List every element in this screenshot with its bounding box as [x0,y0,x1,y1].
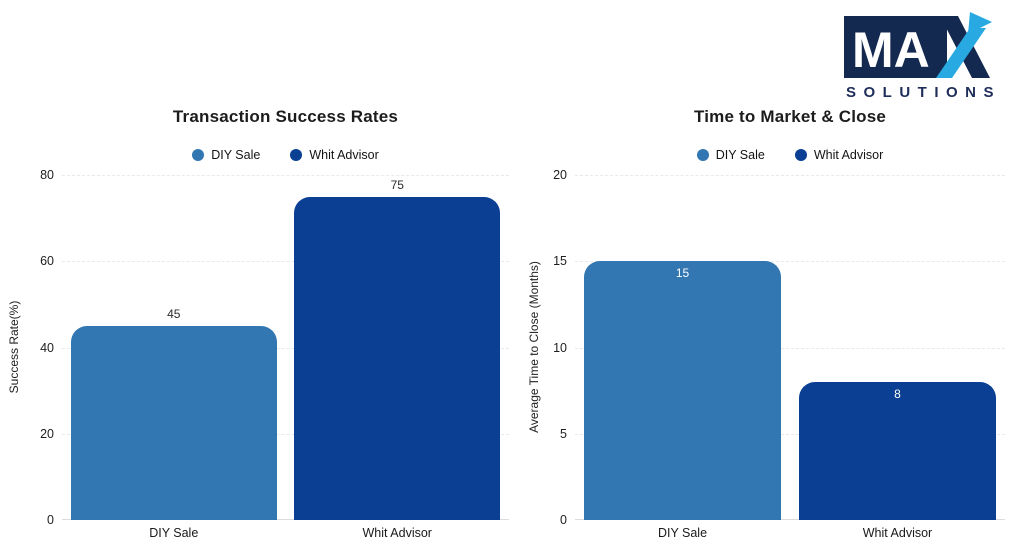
bar-value-label: 45 [167,306,181,321]
legend-label: DIY Sale [715,148,765,162]
chart-title: Time to Market & Close [693,107,887,126]
gridline [62,347,509,349]
y-tick-label: 0 [47,512,54,527]
legend-item-whit-advisor: Whit Advisor [794,148,884,162]
y-tick-label: 20 [553,167,567,182]
legend-label: Whit Advisor [309,148,379,162]
legend-dot-icon [696,149,709,161]
chart-legend: DIY Sale Whit Advisor [62,146,509,164]
legend-label: DIY Sale [211,148,261,162]
logo-x-blue-stroke [936,28,986,78]
chart-title: Transaction Success Rates [172,107,399,126]
x-axis-label-diy-sale: DIY Sale [657,526,708,540]
y-axis-label: Average Time to Close (Months) [527,261,541,433]
y-tick-label: 0 [560,512,567,527]
logo-ma-text: MA [852,22,930,78]
y-tick-label: 60 [40,254,54,268]
logo-mark: MA [844,12,992,78]
bar-diy-sale [583,261,782,520]
y-tick-label: 40 [40,340,54,355]
gridline [575,433,1005,435]
bar-value-label: 15 [675,266,690,281]
chart-legend: DIY Sale Whit Advisor [575,146,1005,164]
legend-item-whit-advisor: Whit Advisor [290,148,379,162]
plot-area: 0 5 10 15 20 15 DIY Sale 8 Whit Advisor [553,169,1005,540]
gridline [62,433,509,435]
legend-item-diy-sale: DIY Sale [696,148,765,162]
legend-dot-icon [794,149,807,161]
x-axis-label-whit-advisor: Whit Advisor [362,526,432,540]
y-tick-label: 20 [40,426,54,441]
legend-dot-icon [290,149,303,161]
bar-diy-sale [70,325,277,520]
logo-arrow-head [968,12,992,34]
legend-dot-icon [192,149,205,161]
legend-label: Whit Advisor [813,148,884,162]
y-tick-label: 10 [553,340,567,355]
x-axis-label-whit-advisor: Whit Advisor [862,526,933,540]
bar-value-label: 8 [894,387,901,401]
y-tick-label: 15 [553,254,567,268]
x-axis-label-diy-sale: DIY Sale [149,526,199,540]
y-tick-label: 5 [560,426,567,441]
legend-item-diy-sale: DIY Sale [192,148,260,162]
logo-solutions-text: SOLUTIONS [846,84,1002,101]
gridline [62,261,509,263]
bar-whit-advisor [798,382,997,520]
chart-transaction-success-rates: Transaction Success Rates DIY Sale Whit A… [7,107,509,540]
chart-time-to-market-close: Time to Market & Close DIY Sale Whit Advi… [512,0,1024,554]
gridline [575,347,1005,349]
bar-whit-advisor [294,196,501,520]
y-tick-label: 80 [40,167,54,182]
bar-value-label: 75 [390,177,404,192]
gridline [575,175,1005,176]
gridline [575,261,1005,263]
max-solutions-logo: MA SOLUTIONS [844,12,996,104]
gridline [62,175,509,176]
plot-area: 0 20 40 60 80 45 DIY Sale 75 Whit Advisor [40,169,509,540]
y-axis-label: Success Rate(%) [7,300,21,394]
